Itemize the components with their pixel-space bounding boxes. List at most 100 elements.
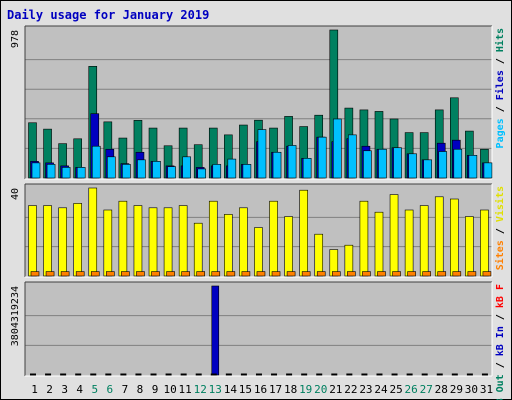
x-tick-label: 13	[209, 383, 222, 396]
bar-pages	[332, 118, 342, 179]
x-tick-label: 25	[389, 383, 402, 396]
bar-visits	[374, 211, 384, 277]
bar-pages	[363, 150, 372, 179]
x-tick-label: 20	[314, 383, 327, 396]
series-legend-hits: Pages / Files / Hits	[494, 28, 506, 148]
bar-visits	[404, 209, 414, 277]
bar-sites	[271, 271, 281, 277]
bar-visits	[73, 203, 82, 277]
bar-visits	[208, 200, 218, 277]
bar-pages	[348, 134, 357, 179]
bar-sites	[211, 271, 221, 277]
bar-pages	[453, 148, 463, 179]
bar-sites	[392, 271, 401, 277]
bar-pages	[408, 153, 417, 179]
x-tick-label: 8	[137, 383, 144, 396]
bar-pages	[167, 166, 176, 179]
bar-sites	[482, 271, 492, 277]
bar-sites	[45, 271, 55, 277]
bar-sites	[377, 271, 386, 277]
bar-pages	[137, 159, 146, 179]
bar-sites	[347, 271, 356, 277]
x-tick-label: 3	[61, 383, 68, 396]
bar-pages	[31, 162, 41, 179]
bar-sites	[60, 271, 70, 277]
x-tick-label: 9	[152, 383, 159, 396]
x-tick-label: 21	[329, 383, 342, 396]
x-tick-label: 29	[450, 383, 463, 396]
x-tick-label: 15	[239, 383, 252, 396]
bar-pages	[227, 158, 237, 179]
x-tick-label: 22	[344, 383, 357, 396]
legend-entry: /	[495, 222, 506, 240]
bar-sites	[467, 271, 477, 277]
bar-sites	[407, 271, 416, 277]
bar-pages	[242, 164, 252, 179]
x-tick-label: 7	[122, 383, 129, 396]
x-tick-label: 4	[76, 383, 83, 396]
bar-sites	[151, 271, 160, 277]
chart-title: Daily usage for January 2019	[7, 8, 209, 22]
x-tick-label: 28	[435, 383, 448, 396]
legend-entry: Files	[494, 70, 506, 100]
bar-pages	[91, 145, 101, 179]
x-tick-label: 18	[284, 383, 297, 396]
bar-visits	[254, 227, 263, 277]
bar-visits	[178, 205, 188, 277]
legend-entry: Hits	[494, 28, 506, 52]
bar-sites	[106, 271, 115, 277]
bar-pages	[468, 155, 478, 179]
bar-pages	[46, 164, 56, 179]
bar-visits	[224, 214, 233, 277]
bar-pages	[483, 162, 493, 179]
bar-visits	[118, 200, 128, 277]
legend-entry: Sites	[494, 240, 506, 270]
bar-sites	[226, 271, 236, 277]
bar-sites	[90, 271, 100, 277]
series-legend-visits: Sites / Visits	[494, 186, 506, 270]
x-tick-label: 2	[46, 383, 53, 396]
bar-pages	[438, 151, 448, 179]
series-legend-kbytes: kB Out / kB In / kB F	[495, 284, 506, 400]
x-tick-label: 14	[224, 383, 238, 396]
bar-visits	[434, 196, 444, 277]
legend-entry: kB Out	[495, 374, 506, 400]
x-tick-label: 23	[359, 383, 372, 396]
bar-pages	[272, 151, 282, 179]
x-tick-label: 16	[254, 383, 267, 396]
bar-visits	[419, 205, 429, 277]
bar-pages	[122, 164, 131, 179]
x-tick-label: 17	[269, 383, 282, 396]
bar-pages	[423, 159, 432, 179]
bar-pages	[317, 136, 327, 179]
bar-pages	[76, 167, 86, 179]
x-tick-label: 5	[91, 383, 98, 396]
legend-entry: /	[495, 100, 506, 118]
legend-entry: kB In	[495, 326, 506, 356]
bar-visits	[314, 233, 324, 277]
x-tick-label: 27	[420, 383, 433, 396]
bar-visits	[133, 205, 143, 277]
bar-pages	[212, 164, 222, 179]
x-tick-label: 10	[163, 383, 176, 396]
legend-entry: /	[495, 356, 506, 374]
bar-sites	[286, 271, 296, 277]
bar-visits	[239, 207, 248, 277]
bar-sites	[241, 271, 251, 277]
bar-pages	[61, 167, 71, 179]
bar-visits	[148, 207, 158, 277]
bar-visits	[299, 189, 308, 277]
bar-sites	[181, 271, 190, 277]
legend-entry: /	[495, 308, 506, 326]
x-tick-label: 6	[107, 383, 114, 396]
bar-kb-in	[211, 285, 220, 376]
bar-visits	[103, 209, 113, 277]
bar-visits	[88, 187, 98, 277]
bar-visits	[58, 207, 67, 277]
bar-visits	[43, 205, 52, 277]
bar-visits	[465, 216, 474, 277]
bar-visits	[284, 216, 293, 277]
bar-visits	[450, 198, 459, 277]
